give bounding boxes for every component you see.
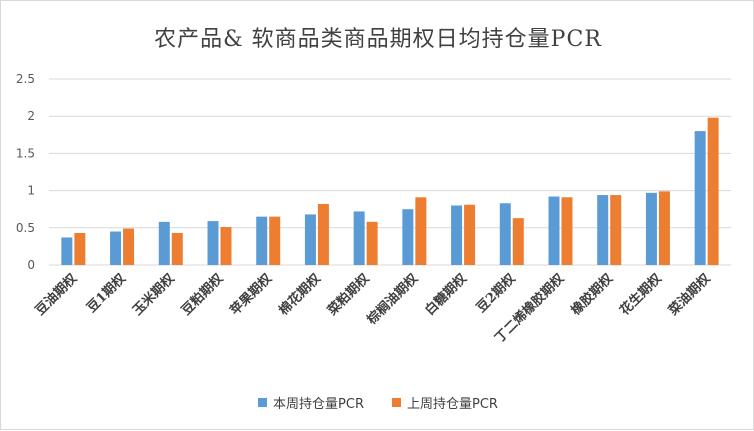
bar-this-week (548, 196, 560, 265)
x-tick-label: 棕榈油期权 (363, 270, 422, 329)
x-tick-label: 菜粕期权 (324, 270, 373, 319)
bar-this-week (207, 221, 219, 265)
bar-last-week (317, 203, 329, 265)
bar-this-week (499, 203, 511, 265)
bar-last-week (512, 218, 524, 265)
bar-this-week (353, 211, 365, 265)
x-tick-label: 豆粕期权 (178, 270, 227, 319)
x-tick-label: 棉花期权 (276, 270, 325, 319)
x-tick-label: 玉米期权 (130, 270, 179, 319)
bar-last-week (123, 228, 135, 265)
legend-label-last-week: 上周持仓量PCR (407, 397, 498, 412)
bar-last-week (220, 227, 232, 265)
legend-swatch-this-week (258, 398, 268, 407)
y-tick-label: 2.5 (16, 72, 35, 86)
legend-item-this-week: 本周持仓量PCR (258, 393, 364, 412)
legend-label-this-week: 本周持仓量PCR (273, 397, 364, 412)
x-tick-label: 豆2期权 (473, 270, 519, 316)
bar-this-week (645, 192, 657, 265)
bar-last-week (464, 204, 476, 265)
legend-item-last-week: 上周持仓量PCR (392, 393, 498, 412)
x-tick-label: 豆1期权 (84, 270, 130, 316)
bar-last-week (610, 195, 622, 265)
bar-this-week (61, 237, 73, 265)
bar-this-week (110, 231, 122, 265)
bar-last-week (74, 233, 86, 265)
bar-this-week (304, 214, 316, 265)
y-tick-label: 1.5 (16, 146, 35, 160)
x-tick-label: 橡胶期权 (568, 270, 617, 319)
x-tick-label: 花生期权 (617, 270, 666, 319)
bar-this-week (256, 216, 268, 265)
y-tick-label: 1 (27, 184, 35, 198)
x-tick-label: 苹果期权 (227, 270, 276, 319)
bar-last-week (658, 191, 670, 265)
bar-last-week (269, 216, 281, 265)
x-tick-label: 白糖期权 (422, 270, 471, 319)
bar-last-week (707, 117, 719, 265)
bar-this-week (402, 209, 414, 265)
bar-this-week (158, 221, 170, 265)
chart-title: 农产品& 软商品类商品期权日均持仓量PCR (154, 27, 602, 52)
bar-last-week (415, 197, 427, 265)
bar-last-week (366, 221, 378, 265)
y-tick-label: 0 (27, 258, 35, 272)
x-tick-label: 菜油期权 (665, 270, 714, 319)
legend: 本周持仓量PCR 上周持仓量PCR (1, 393, 754, 412)
bar-last-week (561, 197, 573, 265)
bar-this-week (597, 195, 609, 265)
legend-swatch-last-week (392, 398, 401, 407)
bar-this-week (451, 205, 463, 265)
bar-this-week (694, 131, 706, 265)
bar-last-week (171, 233, 183, 265)
x-tick-label: 豆油期权 (32, 270, 81, 319)
y-tick-label: 0.5 (16, 221, 35, 235)
y-tick-label: 2 (27, 109, 35, 123)
